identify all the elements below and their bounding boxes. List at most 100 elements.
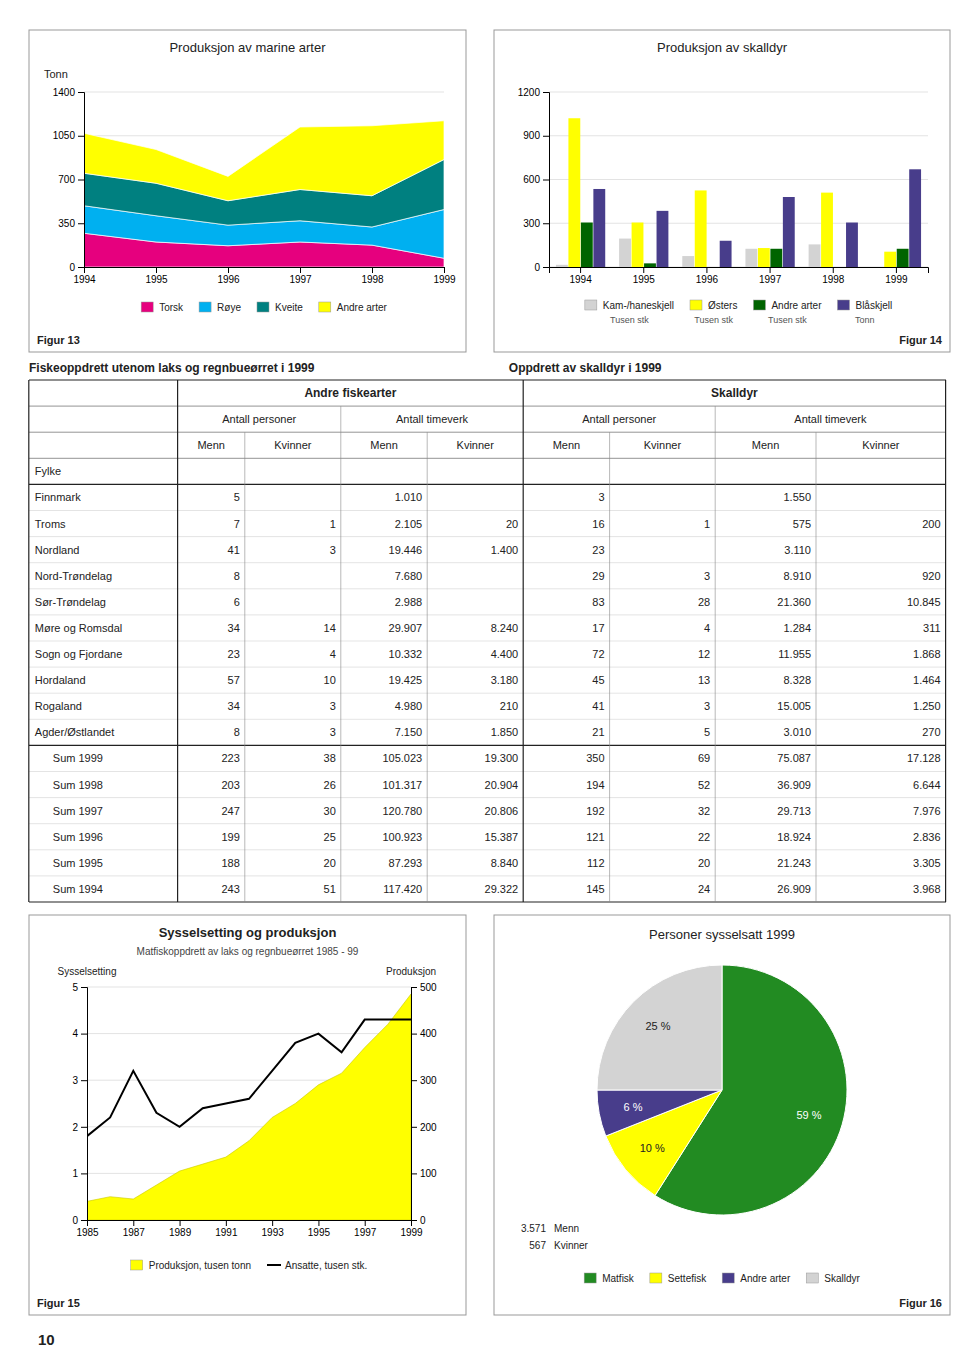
table-cell: 20 <box>698 857 710 869</box>
table-header: Menn <box>553 439 581 451</box>
table-cell: 26.909 <box>777 883 811 895</box>
table-cell: 3 <box>330 700 336 712</box>
tick-mark <box>300 267 301 273</box>
table-cell: 14 <box>324 622 336 634</box>
legend-swatch <box>584 1273 596 1283</box>
table-rule <box>28 380 29 902</box>
table-rule <box>29 667 946 668</box>
legend-item: ØstersTusen stk <box>690 300 737 326</box>
grid <box>84 92 444 267</box>
table-cell: 75.087 <box>777 752 811 764</box>
table-cell: 121 <box>586 831 604 843</box>
chart-title: Sysselsetting og produksjon <box>159 925 337 940</box>
table-cell: 21 <box>592 726 604 738</box>
table-cell: 1.850 <box>491 726 519 738</box>
table-cell: 20.806 <box>485 805 519 817</box>
table-cell: 16 <box>592 518 604 530</box>
table-cell: 575 <box>793 518 811 530</box>
axis-line <box>543 93 550 268</box>
table-cell: 117.420 <box>383 883 422 895</box>
table-rule <box>523 380 524 902</box>
figure-label: Figur 15 <box>37 1297 80 1309</box>
bar <box>568 118 580 267</box>
table-cell: 8.910 <box>783 570 811 582</box>
plot-area <box>84 121 444 267</box>
table-cell: 192 <box>586 805 604 817</box>
table-cell: 920 <box>922 570 940 582</box>
plot-area <box>87 994 411 1220</box>
table-cell: 83 <box>592 596 604 608</box>
bar <box>809 244 821 267</box>
line <box>87 1020 411 1137</box>
tick: 1996 <box>217 267 240 285</box>
table-cell: 41 <box>228 544 240 556</box>
tick-mark <box>543 180 549 181</box>
table-header: Antall timeverk <box>396 413 469 425</box>
tick: 350 <box>58 218 84 229</box>
legend: Kam-/haneskjellTusen stkØstersTusen stkA… <box>585 300 892 326</box>
table-cell: 51 <box>324 883 336 895</box>
table-cell: 20.904 <box>485 779 519 791</box>
table-rule <box>177 380 178 902</box>
table-cell: 15.387 <box>485 831 519 843</box>
table-header: Fylke <box>35 465 61 477</box>
table-rules <box>29 380 946 902</box>
area <box>87 994 411 1220</box>
table-cell: 25 <box>324 831 336 843</box>
table-cell: 1.250 <box>913 700 941 712</box>
tick-mark <box>78 136 84 137</box>
bar <box>593 189 605 267</box>
tick-label: 1995 <box>308 1227 331 1238</box>
tick: 300 <box>411 1075 437 1086</box>
tick-label: 1998 <box>822 274 845 285</box>
table-rule <box>29 823 946 824</box>
table-header: Antall personer <box>582 413 656 425</box>
grid-line <box>84 92 444 93</box>
tick-mark <box>706 267 707 273</box>
panel-frame <box>29 30 466 352</box>
annotation: Menn <box>554 1223 579 1234</box>
annotation: 3.571 <box>521 1223 546 1234</box>
tick-label: 600 <box>523 174 540 185</box>
panel-frame <box>494 30 950 352</box>
plot-area <box>556 118 921 267</box>
bar <box>581 223 593 267</box>
table-cell: 38 <box>324 752 336 764</box>
table-cell: 199 <box>221 831 239 843</box>
bar <box>821 193 833 267</box>
legend-label: Ansatte, tusen stk. <box>285 1260 367 1271</box>
table-cell: 13 <box>698 674 710 686</box>
tick-mark <box>543 92 549 93</box>
table-cell: 41 <box>592 700 604 712</box>
table-cell: 203 <box>221 779 239 791</box>
bar <box>758 248 770 267</box>
legend-swatch <box>131 1260 143 1270</box>
bar <box>657 211 669 267</box>
tick-mark <box>365 1220 366 1226</box>
table-cell: 12 <box>698 648 710 660</box>
bar <box>707 267 719 268</box>
tick: 1989 <box>169 1220 192 1238</box>
table-cell: 7 <box>234 518 240 530</box>
legend-item: Torsk <box>141 302 184 313</box>
data-label: 59 % <box>796 1109 821 1121</box>
grid <box>549 92 928 267</box>
table-rule <box>29 536 946 537</box>
tick-mark <box>643 267 644 273</box>
y-axis: 03006009001200 <box>518 87 550 273</box>
annotation: 567 <box>529 1240 546 1251</box>
tick-mark <box>411 1034 417 1035</box>
legend-unit: Tusen stk <box>610 315 649 325</box>
tick: 900 <box>523 130 549 141</box>
tick: 200 <box>411 1122 437 1133</box>
tick: 100 <box>411 1168 437 1179</box>
tick-mark <box>543 136 549 137</box>
legend-label: Produksjon, tusen tonn <box>149 1260 251 1271</box>
legend-label: Røye <box>217 302 241 313</box>
tick: 1991 <box>215 1220 238 1238</box>
tick: 1993 <box>262 1220 285 1238</box>
axis-title: Tonn <box>44 68 68 80</box>
table-cell: 4 <box>330 648 336 660</box>
tick: 500 <box>411 982 437 993</box>
tick: 1997 <box>759 267 782 285</box>
